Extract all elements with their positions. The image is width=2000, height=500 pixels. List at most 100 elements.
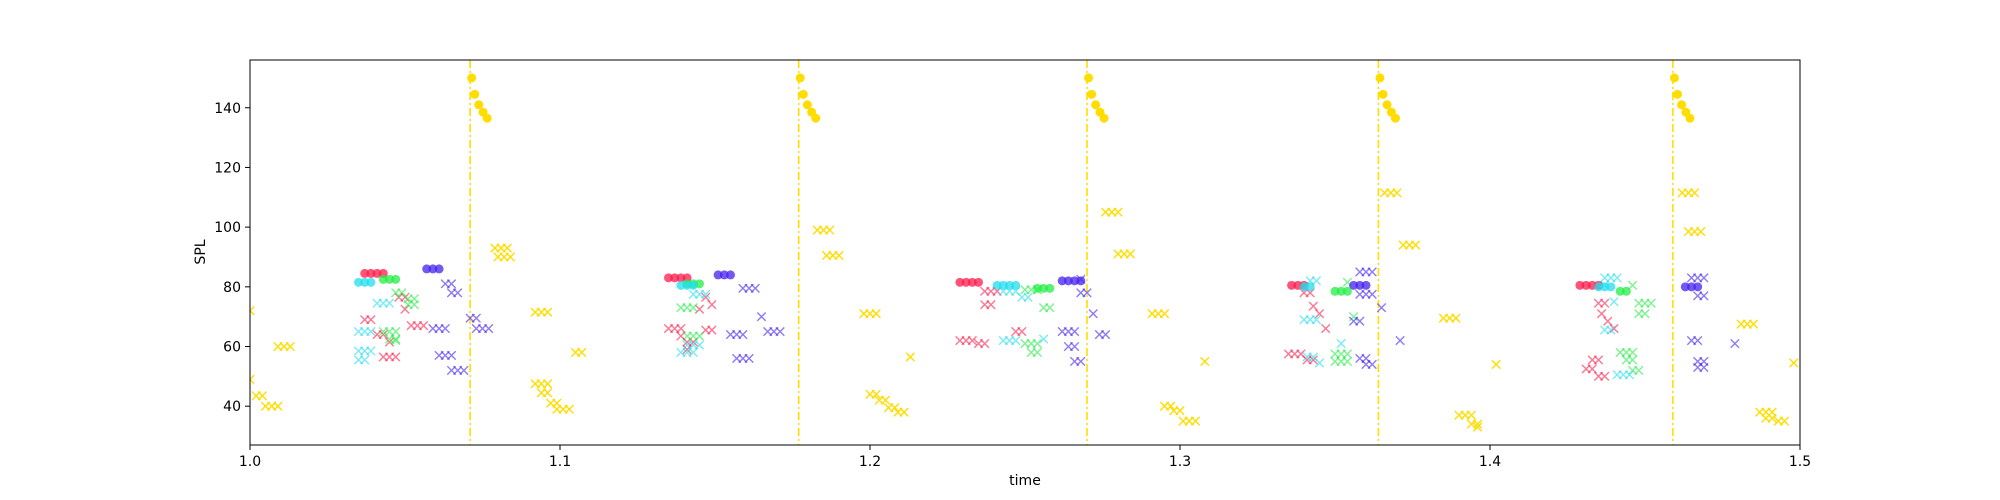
- x-marker-red: [1603, 316, 1613, 326]
- x-marker-red: [1321, 323, 1331, 334]
- circle-marker-cyan: [1299, 282, 1309, 292]
- x-marker-red: [1017, 326, 1027, 337]
- x-marker-red: [378, 329, 388, 340]
- x-marker-yellow: [257, 391, 268, 401]
- x-tick-label: 1.5: [1789, 454, 1811, 470]
- x-marker-yellow: [871, 308, 881, 319]
- x-marker-yellow: [577, 347, 587, 358]
- x-marker-green: [1627, 355, 1638, 365]
- circle-marker-blue: [1687, 282, 1696, 292]
- x-marker-blue: [1395, 335, 1405, 346]
- x-marker-red: [986, 300, 996, 310]
- x-marker-blue: [1069, 326, 1080, 337]
- x-marker-red: [701, 292, 711, 302]
- x-tick-label: 1.4: [1479, 454, 1501, 470]
- x-marker-yellow: [1451, 313, 1461, 323]
- x-marker-yellow: [1175, 405, 1185, 416]
- circle-marker-yellow: [1084, 73, 1094, 83]
- x-marker-blue: [750, 283, 760, 294]
- circle-marker-blue: [1349, 280, 1359, 290]
- circle-marker-cyan: [1305, 282, 1315, 292]
- x-marker-cyan: [688, 347, 698, 358]
- circle-marker-blue: [434, 264, 444, 274]
- axis-ticks: 1.0 1.1 1.2 1.3 1.4 1.5 40 60 80 100 120 140: [214, 101, 1811, 470]
- circle-marker-yellow: [1378, 89, 1388, 99]
- x-marker-yellow: [1190, 416, 1201, 426]
- x-marker-red: [707, 325, 717, 335]
- circle-marker-red: [360, 268, 370, 278]
- x-marker-blue: [1693, 335, 1703, 346]
- circle-marker-cyan: [1606, 282, 1616, 292]
- circle-marker-yellow: [467, 73, 477, 83]
- circle-marker-green: [1045, 283, 1055, 293]
- x-marker-cyan: [1336, 338, 1346, 349]
- x-marker-blue: [453, 288, 463, 298]
- circle-marker-blue: [1680, 282, 1690, 292]
- circle-marker-green: [385, 274, 394, 284]
- x-axis-label: time: [1009, 473, 1041, 489]
- circle-marker-yellow: [1382, 100, 1392, 110]
- x-marker-yellow: [1491, 359, 1501, 370]
- circle-marker-blue: [1361, 280, 1371, 290]
- x-marker-yellow: [542, 307, 553, 317]
- x-marker-green: [391, 334, 401, 344]
- x-marker-cyan: [366, 326, 376, 337]
- x-marker-blue: [756, 311, 767, 322]
- x-marker-red: [400, 292, 410, 302]
- x-marker-yellow: [880, 395, 891, 405]
- circle-marker-green: [1032, 283, 1042, 293]
- x-marker-red: [980, 338, 990, 349]
- x-marker-blue: [1069, 341, 1080, 352]
- x-marker-cyan: [694, 340, 705, 350]
- x-marker-yellow: [542, 379, 553, 389]
- x-marker-green: [1032, 347, 1043, 358]
- circle-marker-red: [676, 273, 686, 283]
- x-marker-red: [682, 344, 692, 355]
- circle-marker-blue: [713, 270, 723, 280]
- circle-marker-blue: [726, 270, 735, 280]
- x-marker-blue: [459, 365, 469, 376]
- y-tick-label: 80: [223, 280, 241, 296]
- circle-marker-red: [961, 277, 971, 287]
- circle-marker-yellow: [1677, 100, 1687, 110]
- x-marker-blue: [1355, 316, 1365, 326]
- circle-marker-cyan: [676, 280, 686, 290]
- x-marker-cyan: [1311, 276, 1322, 286]
- x-tick-label: 1.2: [859, 454, 881, 470]
- x-marker-red: [391, 352, 401, 362]
- circle-marker-red: [366, 268, 376, 278]
- x-marker-yellow: [564, 404, 574, 414]
- x-marker-blue: [1100, 329, 1111, 340]
- circle-marker-cyan: [992, 280, 1002, 290]
- x-marker-blue: [446, 279, 457, 289]
- x-marker-red: [400, 304, 410, 314]
- x-marker-cyan: [1011, 335, 1021, 346]
- x-marker-cyan: [1023, 292, 1033, 302]
- x-marker-green: [1640, 308, 1650, 319]
- y-tick-label: 40: [223, 399, 241, 415]
- circle-marker-green: [1330, 286, 1340, 296]
- x-marker-yellow: [1410, 240, 1421, 250]
- circle-marker-blue: [1057, 276, 1067, 286]
- x-marker-yellow: [1200, 356, 1210, 367]
- x-marker-yellow: [1779, 416, 1790, 426]
- x-marker-red: [694, 304, 705, 314]
- x-marker-yellow: [905, 352, 915, 362]
- circle-marker-blue: [719, 270, 729, 280]
- circle-marker-yellow: [474, 100, 484, 110]
- x-marker-green: [1627, 280, 1638, 291]
- x-marker-green: [1348, 311, 1359, 322]
- x-marker-cyan: [1606, 325, 1616, 335]
- x-marker-yellow: [542, 388, 553, 398]
- circle-marker-cyan: [998, 280, 1008, 290]
- circle-marker-green: [1621, 286, 1631, 296]
- x-marker-red: [1314, 308, 1325, 319]
- circle-marker-red: [1581, 280, 1591, 290]
- circle-marker-blue: [422, 264, 432, 274]
- x-marker-blue: [738, 329, 748, 340]
- x-marker-yellow: [1696, 226, 1706, 237]
- circle-marker-blue: [428, 264, 438, 274]
- y-axis-label: SPL: [193, 239, 209, 264]
- circle-marker-blue: [1070, 276, 1080, 286]
